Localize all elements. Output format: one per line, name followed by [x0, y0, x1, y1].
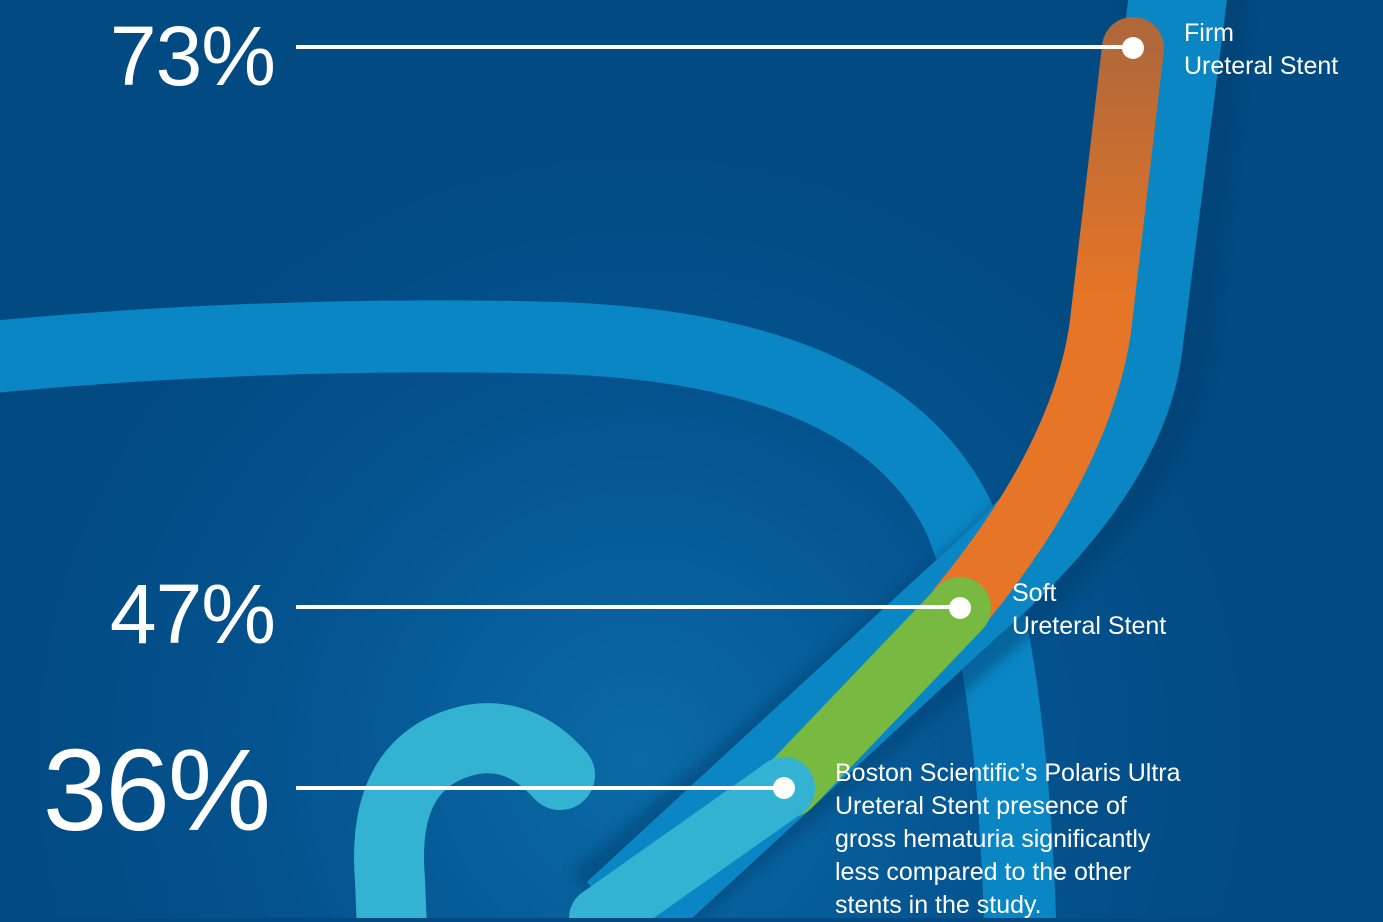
polaris-label-line: less compared to the other: [835, 858, 1131, 886]
soft-label-line: Soft: [1012, 579, 1057, 607]
soft-stent-segment: [759, 577, 991, 817]
firm-label-line: Ureteral Stent: [1184, 52, 1339, 80]
stent-pigtail: [354, 703, 595, 918]
polaris-label-line: stents in the study.: [835, 891, 1042, 919]
leader-dot-firm: [1122, 37, 1144, 59]
polaris-label-line: Ureteral Stent presence of: [835, 792, 1127, 820]
polaris-percentage: 36%: [42, 725, 271, 855]
soft-label-line: Ureteral Stent: [1012, 612, 1167, 640]
firm-percentage: 73%: [109, 9, 276, 103]
polaris-stent-label: Boston Scientific’s Polaris Ultra Ureter…: [835, 757, 1305, 922]
firm-stent-label: Firm Ureteral Stent: [1184, 17, 1338, 83]
polaris-label-line: gross hematuria significantly: [835, 825, 1151, 853]
soft-percentage: 47%: [109, 567, 276, 661]
leader-dot-soft: [949, 597, 971, 619]
firm-label-line: Firm: [1184, 19, 1234, 47]
firm-stent-segment: [929, 17, 1164, 637]
soft-stent-label: Soft Ureteral Stent: [1012, 577, 1166, 643]
leader-dot-polaris: [773, 777, 795, 799]
polaris-label-line: Boston Scientific’s Polaris Ultra: [835, 759, 1181, 787]
polaris-stent-segment: [569, 757, 815, 918]
